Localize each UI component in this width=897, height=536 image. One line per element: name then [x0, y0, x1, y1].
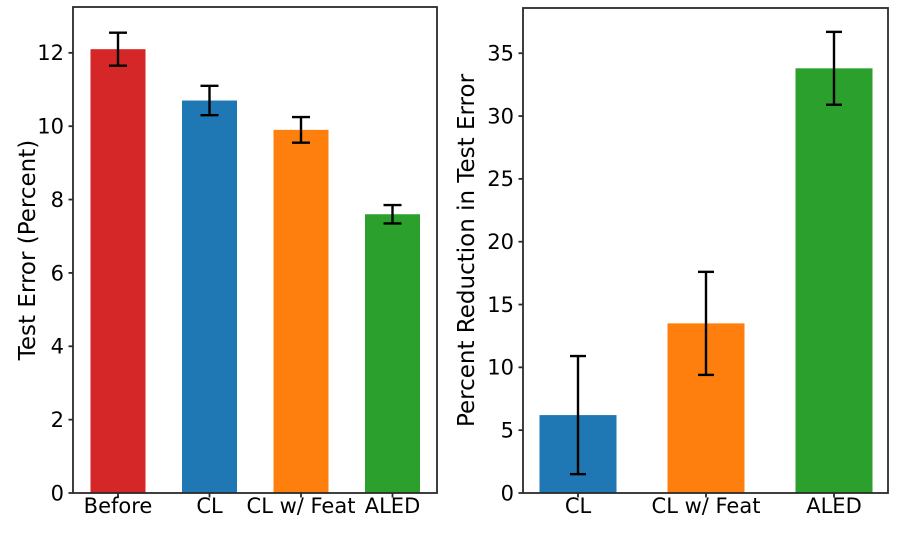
percent-reduction-chart-y-tick-label: 5	[501, 419, 514, 443]
test-error-chart-x-tick-label-before: Before	[84, 494, 153, 518]
percent-reduction-chart-y-tick-label: 10	[487, 356, 514, 380]
test-error-chart-x-tick-label-cl: CL	[196, 494, 223, 518]
test-error-chart-y-tick-label: 12	[37, 41, 64, 65]
test-error-chart-y-axis-label: Test Error (Percent)	[15, 140, 41, 361]
test-error-chart-y-tick-label: 0	[51, 481, 64, 505]
percent-reduction-chart-x-tick-label-cl-w-feat: CL w/ Feat	[652, 494, 761, 518]
percent-reduction-chart-y-tick-label: 35	[487, 42, 514, 66]
test-error-chart-x-tick-label-aled: ALED	[365, 494, 421, 518]
test-error-chart-y-tick-label: 4	[51, 335, 64, 359]
percent-reduction-chart-bar-aled	[795, 68, 873, 493]
percent-reduction-chart-y-axis-label: Percent Reduction in Test Error	[454, 73, 480, 427]
percent-reduction-chart-y-tick-label: 15	[487, 293, 514, 317]
test-error-chart-y-tick-label: 10	[37, 115, 64, 139]
percent-reduction-chart-y-tick-label: 30	[487, 104, 514, 128]
test-error-chart-y-tick-label: 2	[51, 408, 64, 432]
percent-reduction-chart-x-tick-label-aled: ALED	[806, 494, 862, 518]
test-error-chart-y-tick-label: 6	[51, 261, 64, 285]
test-error-chart-x-tick-label-cl-w-feat: CL w/ Feat	[247, 494, 356, 518]
percent-reduction-chart-y-tick-label: 0	[501, 481, 514, 505]
test-error-chart-bar-before	[90, 49, 146, 494]
test-error-chart-y-tick-label: 8	[51, 188, 64, 212]
percent-reduction-chart-x-tick-label-cl: CL	[565, 494, 592, 518]
percent-reduction-chart-y-tick-label: 25	[487, 167, 514, 191]
percent-reduction-chart-y-tick-label: 20	[487, 230, 514, 254]
test-error-chart-bar-aled	[365, 214, 420, 493]
test-error-chart-axes-frame	[72, 6, 438, 494]
test-error-chart-bar-cl-w-feat	[273, 129, 329, 493]
test-error-chart-bar-cl	[182, 100, 237, 493]
